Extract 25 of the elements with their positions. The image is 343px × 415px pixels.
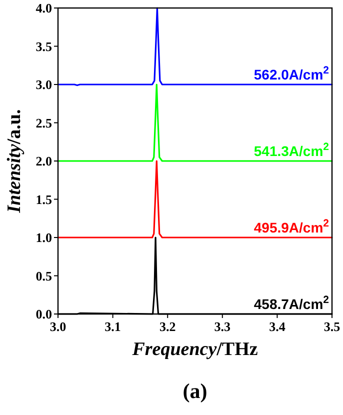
y-tick-label: 0.5 bbox=[36, 268, 52, 284]
y-tick-label: 2.5 bbox=[36, 115, 52, 130]
y-tick-label: 4.0 bbox=[36, 0, 52, 16]
y-tick-label: 2.0 bbox=[36, 154, 52, 168]
y-tick-label: 3.5 bbox=[36, 38, 52, 54]
x-tick-label: 3.0 bbox=[50, 319, 66, 334]
y-tick-label: 1.5 bbox=[36, 192, 52, 207]
series-label: 541.3A/cm$^{2}$ bbox=[254, 141, 330, 159]
line-series bbox=[57, 7, 333, 86]
x-tick-label: 3.4 bbox=[269, 319, 286, 334]
x-tick-label: 3.1 bbox=[104, 319, 121, 334]
y-axis-title: Intensity/a.u. bbox=[4, 109, 25, 214]
x-tick-label: 3.5 bbox=[324, 319, 341, 334]
series-label: 458.7A/cm$^{2}$ bbox=[254, 294, 330, 312]
line-series bbox=[57, 84, 333, 162]
x-axis-title: Frequency/THz bbox=[131, 339, 258, 360]
y-tick-label: 3.0 bbox=[36, 77, 52, 92]
x-tick-label: 3.3 bbox=[214, 319, 232, 334]
series-label: 562.0A/cm$^{2}$ bbox=[254, 64, 330, 82]
x-tick-label: 3.2 bbox=[159, 319, 176, 334]
text: (a) bbox=[182, 379, 208, 403]
y-tick-label: 0.0 bbox=[36, 306, 52, 322]
line-series bbox=[57, 160, 333, 238]
y-tick-label: 1.0 bbox=[36, 230, 52, 245]
series-label: 495.9A/cm$^{2}$ bbox=[254, 218, 330, 236]
